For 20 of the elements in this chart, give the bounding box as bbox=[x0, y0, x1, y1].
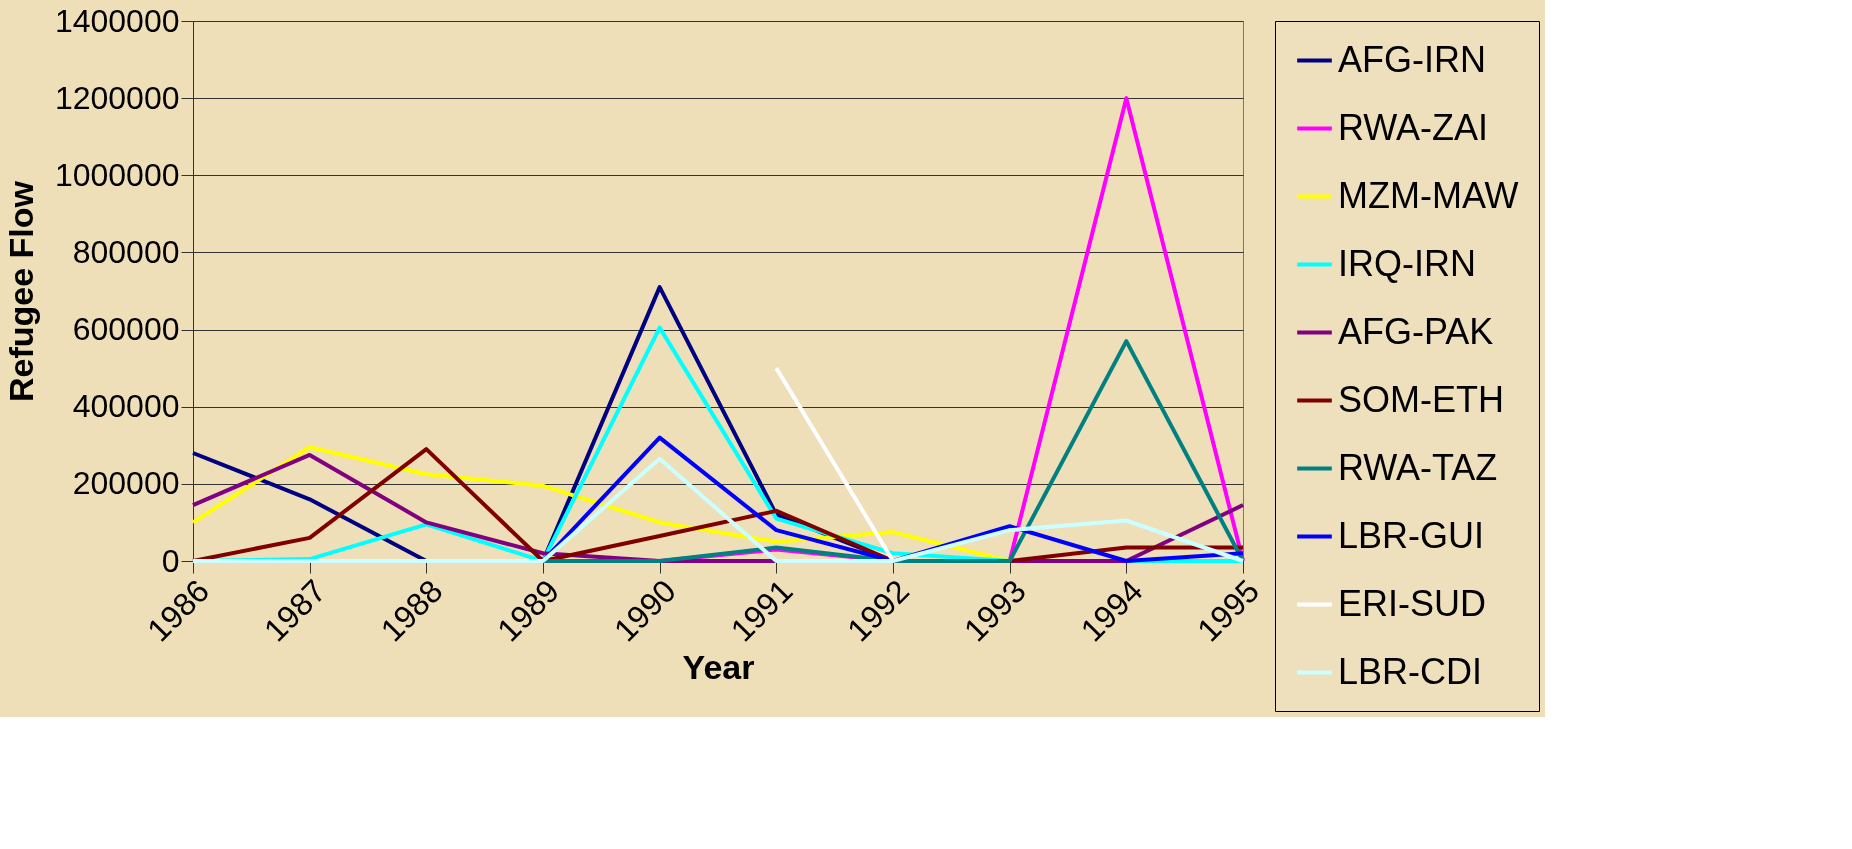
legend-label: RWA-TAZ bbox=[1338, 446, 1498, 488]
x-axis-title: Year bbox=[682, 647, 755, 686]
legend-label: ERI-SUD bbox=[1338, 582, 1487, 624]
y-tick-label: 600000 bbox=[72, 311, 180, 348]
legend-label: MZM-MAW bbox=[1338, 174, 1519, 216]
legend-label: SOM-ETH bbox=[1338, 378, 1504, 420]
y-tick-label: 1400000 bbox=[54, 2, 180, 39]
legend-label: LBR-CDI bbox=[1338, 650, 1483, 692]
legend-label: AFG-IRN bbox=[1338, 38, 1486, 80]
y-tick-label: 0 bbox=[161, 542, 180, 579]
y-tick-label: 200000 bbox=[72, 465, 180, 502]
y-tick-label: 800000 bbox=[72, 233, 180, 270]
y-tick-label: 1000000 bbox=[54, 156, 180, 193]
y-axis-title: Refugee Flow bbox=[1, 180, 40, 403]
legend-label: AFG-PAK bbox=[1338, 310, 1494, 352]
legend-label: RWA-ZAI bbox=[1338, 106, 1488, 148]
legend-label: IRQ-IRN bbox=[1338, 242, 1476, 284]
legend-label: LBR-GUI bbox=[1338, 514, 1485, 556]
y-tick-label: 1200000 bbox=[54, 79, 180, 116]
y-tick-label: 400000 bbox=[72, 388, 180, 425]
